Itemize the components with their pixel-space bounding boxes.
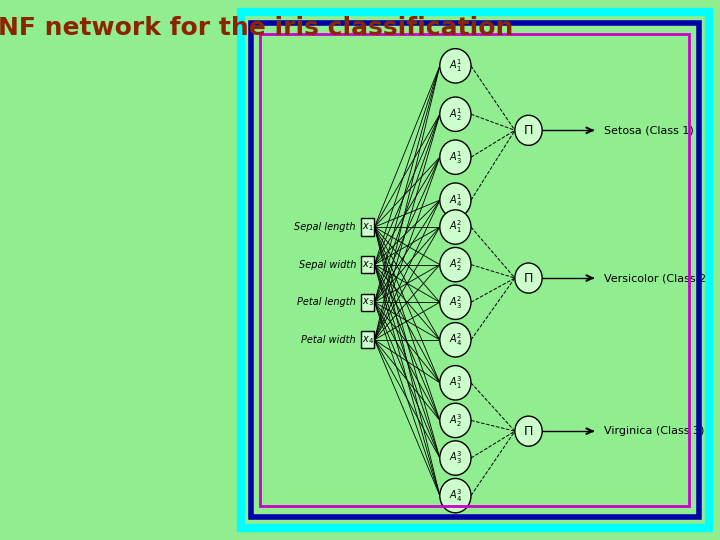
Text: $A_1^2$: $A_1^2$	[449, 219, 462, 235]
Circle shape	[440, 366, 471, 400]
Text: NF network for the iris classification: NF network for the iris classification	[0, 16, 513, 40]
Text: Versicolor (Class 2): Versicolor (Class 2)	[604, 273, 711, 283]
Text: $A_1^1$: $A_1^1$	[449, 57, 462, 75]
Circle shape	[440, 478, 471, 513]
Text: $A_4^2$: $A_4^2$	[449, 332, 462, 348]
Text: $A_2^3$: $A_2^3$	[449, 412, 462, 429]
Text: $x_4$: $x_4$	[361, 334, 374, 346]
Text: Setosa (Class 1): Setosa (Class 1)	[604, 125, 694, 136]
Text: Virginica (Class 3): Virginica (Class 3)	[604, 426, 704, 436]
Circle shape	[440, 49, 471, 83]
Text: $\Pi$: $\Pi$	[523, 424, 534, 437]
Bar	[361, 294, 374, 311]
Circle shape	[440, 97, 471, 131]
Bar	[361, 331, 374, 348]
Text: Sepal width: Sepal width	[299, 260, 356, 269]
Bar	[361, 218, 374, 235]
Text: $\Pi$: $\Pi$	[523, 272, 534, 285]
Circle shape	[440, 183, 471, 218]
Text: $A_4^1$: $A_4^1$	[449, 192, 462, 208]
Text: Petal length: Petal length	[297, 297, 356, 307]
Circle shape	[440, 247, 471, 282]
Text: $x_3$: $x_3$	[361, 296, 374, 308]
Text: $A_2^1$: $A_2^1$	[449, 106, 462, 123]
Text: $x_2$: $x_2$	[362, 259, 374, 271]
Text: $A_3^1$: $A_3^1$	[449, 149, 462, 166]
Text: Sepal length: Sepal length	[294, 222, 356, 232]
Circle shape	[515, 263, 542, 293]
Circle shape	[515, 115, 542, 145]
Circle shape	[440, 403, 471, 437]
Circle shape	[440, 140, 471, 174]
Text: $A_1^3$: $A_1^3$	[449, 374, 462, 391]
Circle shape	[515, 416, 542, 446]
Circle shape	[440, 441, 471, 475]
Circle shape	[440, 285, 471, 320]
Text: $A_3^3$: $A_3^3$	[449, 450, 462, 467]
Circle shape	[440, 210, 471, 244]
Text: $A_3^2$: $A_3^2$	[449, 294, 462, 310]
Bar	[261, 33, 689, 507]
Text: Petal width: Petal width	[302, 335, 356, 345]
Circle shape	[440, 322, 471, 357]
Text: $A_4^3$: $A_4^3$	[449, 487, 462, 504]
Text: $A_2^2$: $A_2^2$	[449, 256, 462, 273]
Text: $x_1$: $x_1$	[362, 221, 374, 233]
Text: $\Pi$: $\Pi$	[523, 124, 534, 137]
Bar	[361, 256, 374, 273]
